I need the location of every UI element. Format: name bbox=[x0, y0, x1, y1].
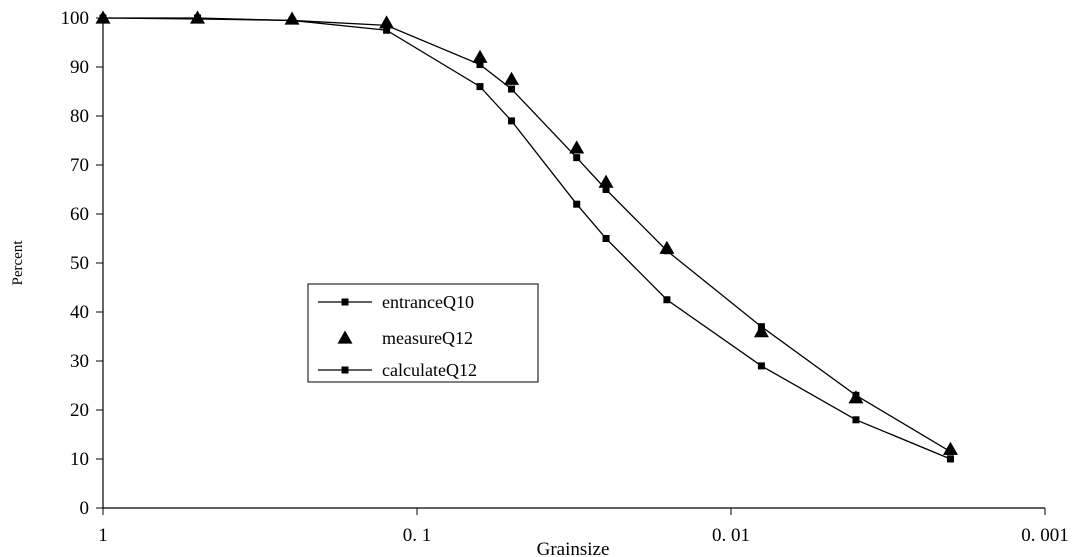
x-tick-label: 0. 01 bbox=[712, 525, 750, 546]
data-point-calculateQ12 bbox=[194, 14, 202, 22]
series-line-entranceQ10 bbox=[102, 17, 951, 460]
legend-marker bbox=[341, 298, 349, 306]
data-point-measureQ12 bbox=[472, 49, 488, 63]
x-ticks: 1 0. 1 0. 01 0. 001 bbox=[98, 508, 1069, 546]
data-point-calculateQ12 bbox=[852, 391, 860, 399]
legend-label: calculateQ12 bbox=[382, 360, 477, 380]
legend-item-entranceQ10: entranceQ10 bbox=[318, 292, 474, 312]
legend-item-measureQ12: measureQ12 bbox=[337, 328, 473, 348]
x-tick-label: 0. 1 bbox=[403, 525, 432, 546]
data-point-entranceQ10 bbox=[602, 235, 610, 242]
data-point-entranceQ10 bbox=[508, 117, 516, 125]
series-line-calculateQ12 bbox=[103, 17, 951, 453]
data-point-entranceQ10 bbox=[663, 296, 671, 304]
data-point-measureQ12 bbox=[504, 71, 520, 85]
data-point-measureQ12 bbox=[598, 174, 614, 188]
legend: entranceQ10 measureQ12 calculateQ12 bbox=[307, 283, 539, 383]
data-point-entranceQ10 bbox=[946, 455, 954, 463]
y-tick-label: 20 bbox=[70, 400, 89, 421]
data-point-measureQ12 bbox=[569, 140, 585, 154]
legend-label: measureQ12 bbox=[382, 328, 473, 348]
data-point-entranceQ10 bbox=[476, 83, 484, 91]
y-tick-label: 0 bbox=[80, 498, 90, 519]
data-point-calculateQ12 bbox=[288, 16, 296, 24]
series-calculateQ12 bbox=[99, 14, 954, 456]
y-tick-label: 70 bbox=[70, 155, 89, 176]
y-tick-label: 50 bbox=[70, 253, 89, 274]
x-tick-label: 0. 001 bbox=[1021, 525, 1069, 546]
data-point-calculateQ12 bbox=[508, 85, 516, 93]
legend-marker bbox=[337, 330, 353, 344]
x-axis-title: Grainsize bbox=[537, 539, 610, 557]
series-entranceQ10 bbox=[99, 14, 954, 463]
y-tick-label: 100 bbox=[61, 8, 90, 29]
y-tick-label: 30 bbox=[70, 351, 89, 372]
data-point-calculateQ12 bbox=[602, 186, 610, 193]
legend-label: entranceQ10 bbox=[382, 292, 474, 312]
data-point-entranceQ10 bbox=[852, 416, 860, 424]
data-point-calculateQ12 bbox=[757, 323, 765, 331]
legend-marker bbox=[341, 366, 349, 374]
data-point-calculateQ12 bbox=[476, 61, 484, 69]
y-tick-label: 80 bbox=[70, 106, 89, 127]
data-point-calculateQ12 bbox=[383, 21, 391, 29]
y-tick-label: 60 bbox=[70, 204, 89, 225]
data-point-calculateQ12 bbox=[663, 247, 671, 255]
x-tick-label: 1 bbox=[98, 525, 108, 546]
data-point-entranceQ10 bbox=[757, 362, 765, 370]
y-tick-label: 40 bbox=[70, 302, 89, 323]
y-ticks: 0 10 20 30 40 50 60 70 80 90 100 bbox=[61, 8, 103, 519]
data-point-measureQ12 bbox=[753, 324, 769, 338]
y-tick-label: 10 bbox=[70, 449, 89, 470]
y-axis-title: Percent bbox=[10, 240, 26, 286]
data-point-entranceQ10 bbox=[573, 200, 581, 208]
legend-item-calculateQ12: calculateQ12 bbox=[318, 360, 477, 380]
data-point-calculateQ12 bbox=[99, 14, 107, 22]
y-tick-label: 90 bbox=[70, 57, 89, 78]
data-point-entranceQ10 bbox=[383, 26, 391, 34]
series-measureQ12 bbox=[95, 10, 958, 455]
series-layer bbox=[95, 10, 958, 463]
axes bbox=[102, 18, 1045, 509]
data-point-calculateQ12 bbox=[573, 154, 581, 162]
data-point-calculateQ12 bbox=[946, 448, 954, 456]
